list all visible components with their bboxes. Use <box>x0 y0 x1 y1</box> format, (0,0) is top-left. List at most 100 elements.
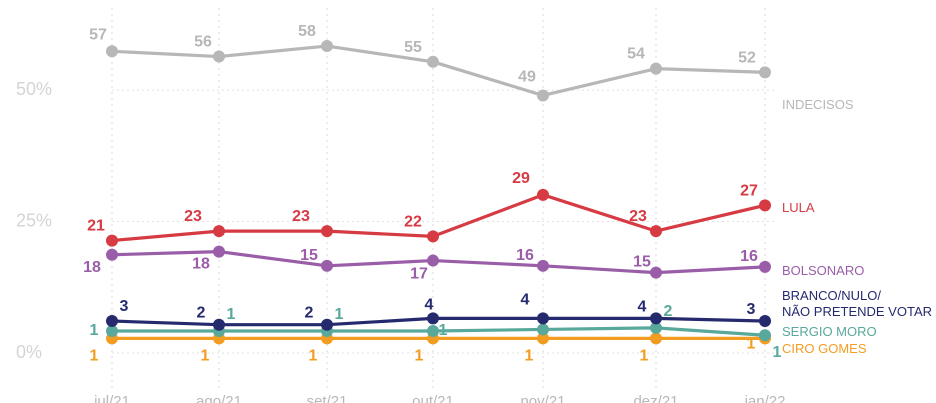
data-label: 29 <box>512 170 530 187</box>
data-point <box>759 260 771 273</box>
data-label: 1 <box>525 347 534 364</box>
y-tick-label: 50% <box>16 79 52 99</box>
data-point <box>427 230 439 243</box>
data-label: 17 <box>410 266 428 283</box>
grid-lines <box>111 8 775 388</box>
series-name-label: NÃO PRETENDE VOTAR <box>782 304 932 319</box>
data-point <box>537 312 549 325</box>
data-label: 1 <box>415 347 424 364</box>
data-label: 1 <box>201 347 210 364</box>
data-label: 15 <box>300 247 318 264</box>
data-point <box>759 199 771 212</box>
data-label: 1 <box>335 306 344 323</box>
x-tick-label: jul/21 <box>93 393 130 403</box>
data-label: 58 <box>298 23 316 40</box>
y-tick-label: 25% <box>16 211 52 231</box>
series-bolsonaro: 18 18 15 17 16 15 16 <box>83 245 771 283</box>
series-line <box>111 44 766 98</box>
data-point <box>650 225 662 238</box>
series-labels: INDECISOS LULA BOLSONARO BRANCO/NULO/NÃO PR… <box>782 97 932 356</box>
data-label: 1 <box>90 347 99 364</box>
data-point <box>427 55 439 68</box>
series-name-label: INDECISOS <box>782 97 854 112</box>
data-point <box>650 62 662 75</box>
data-label: 16 <box>740 248 758 265</box>
data-label: 4 <box>425 296 434 313</box>
data-label: 1 <box>640 347 649 364</box>
data-label: 1 <box>90 322 99 339</box>
data-point <box>537 323 549 336</box>
data-point <box>106 315 118 328</box>
data-label: 3 <box>120 298 129 315</box>
x-tick-label: dez/21 <box>633 393 678 403</box>
data-label: 23 <box>184 208 202 225</box>
data-label: 2 <box>197 305 206 322</box>
data-label: 23 <box>292 208 310 225</box>
series-line <box>111 193 766 243</box>
data-point <box>427 325 439 338</box>
data-point <box>537 332 549 345</box>
data-point <box>106 234 118 247</box>
data-label: 1 <box>747 335 756 352</box>
data-point <box>427 254 439 267</box>
data-point <box>537 188 549 201</box>
data-label: 1 <box>309 347 318 364</box>
data-point <box>759 315 771 328</box>
data-point <box>106 45 118 58</box>
series-indecisos: 57 56 58 55 49 54 52 <box>89 23 771 102</box>
data-point <box>213 318 225 331</box>
data-label: 27 <box>740 182 758 199</box>
data-point <box>759 329 771 342</box>
data-label: 18 <box>83 259 101 276</box>
data-label: 4 <box>638 298 647 315</box>
data-point <box>427 312 439 325</box>
data-point <box>650 321 662 334</box>
data-label: 3 <box>747 301 756 318</box>
series-name-label: CIRO GOMES <box>782 341 867 356</box>
data-point <box>650 266 662 279</box>
data-point <box>321 40 333 53</box>
data-point <box>321 259 333 272</box>
x-tick-label: set/21 <box>307 393 348 403</box>
series-name-label: LULA <box>782 200 815 215</box>
data-point <box>213 225 225 238</box>
data-label: 56 <box>194 34 212 51</box>
data-label: 22 <box>404 213 422 230</box>
x-tick-label: nov/21 <box>520 393 565 403</box>
data-point <box>321 225 333 238</box>
data-label: 57 <box>89 26 107 43</box>
data-label: 23 <box>629 208 647 225</box>
data-point <box>213 245 225 258</box>
data-label: 2 <box>305 305 314 322</box>
x-tick-label: out/21 <box>412 393 454 403</box>
y-tick-label: 0% <box>16 342 42 362</box>
data-point <box>106 248 118 261</box>
data-point <box>537 259 549 272</box>
data-label: 52 <box>738 49 756 66</box>
data-label: 55 <box>404 39 422 56</box>
x-tick-label: ago/21 <box>196 393 242 403</box>
data-label: 4 <box>521 291 530 308</box>
data-point <box>650 332 662 345</box>
data-label: 2 <box>664 303 673 320</box>
series-name-label: BOLSONARO <box>782 263 864 278</box>
data-label: 16 <box>516 247 534 264</box>
data-label: 1 <box>227 306 236 323</box>
series-name-label: SERGIO MORO <box>782 324 877 339</box>
data-point <box>650 312 662 325</box>
data-label: 1 <box>773 344 782 361</box>
data-label: 15 <box>633 254 651 271</box>
x-tick-label: jan/22 <box>744 393 786 403</box>
data-point <box>213 50 225 63</box>
x-axis: jul/21 ago/21 set/21 out/21 nov/21 dez/21 jan/… <box>93 393 785 403</box>
series-name-label: BRANCO/NULO/ <box>782 288 881 303</box>
data-point <box>106 325 118 338</box>
series-ciro-gomes: 1 1 1 1 1 1 1 <box>90 332 771 364</box>
data-label: 21 <box>87 218 105 235</box>
series-lula: 21 23 23 22 29 23 27 <box>87 170 771 247</box>
data-point <box>321 318 333 331</box>
